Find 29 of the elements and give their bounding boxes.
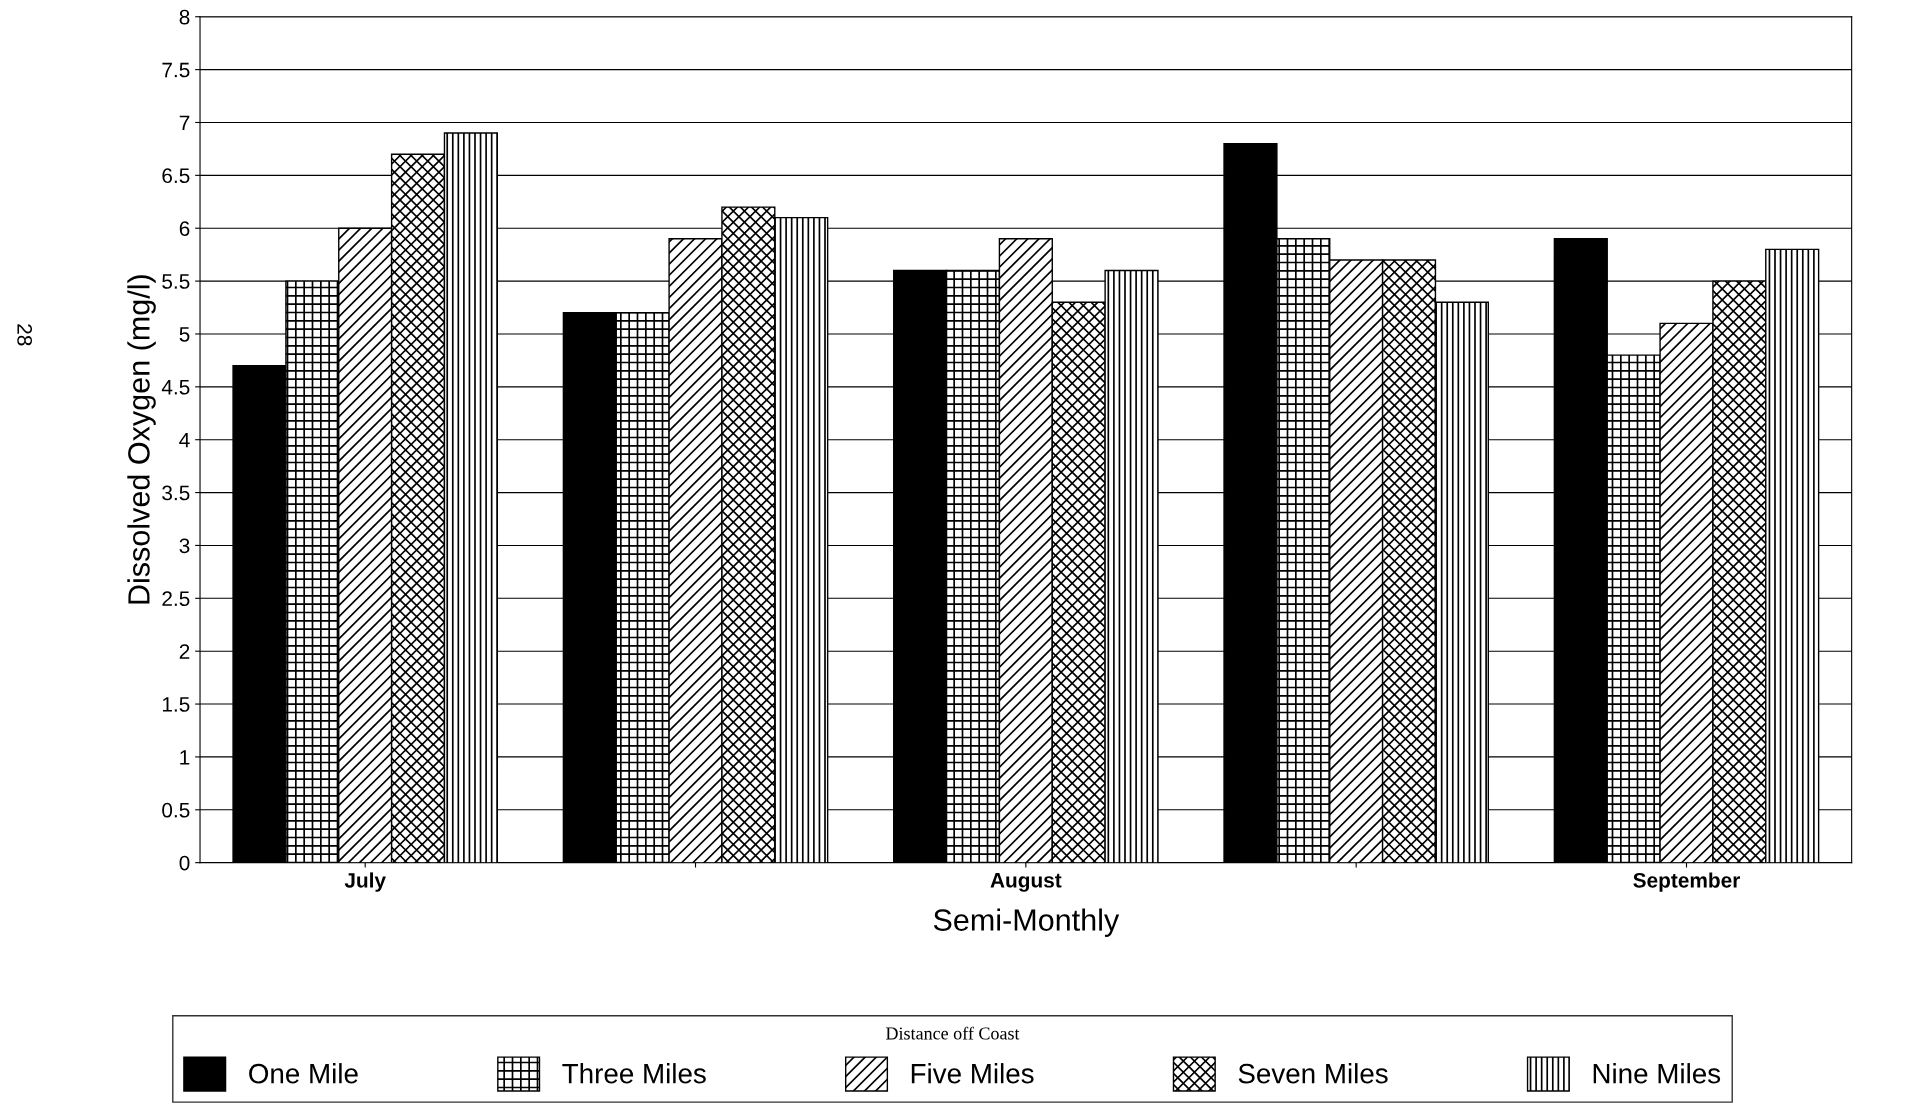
legend-label: Nine Miles bbox=[1593, 1063, 1721, 1084]
y-tick-label: 8 bbox=[179, 9, 190, 25]
x-tick-label: August bbox=[990, 873, 1062, 892]
y-tick-label: 3.5 bbox=[162, 485, 190, 501]
legend-label: Five Miles bbox=[911, 1063, 1034, 1084]
y-tick-label: 4.5 bbox=[161, 380, 190, 395]
y-tick-label: 7.5 bbox=[162, 62, 190, 78]
y-tick-label: 5.5 bbox=[162, 274, 190, 289]
y-tick-label: 2.5 bbox=[162, 591, 190, 607]
y-tick-label: 0 bbox=[179, 855, 190, 871]
legend-label: Seven Miles bbox=[1238, 1063, 1388, 1084]
x-tick-label: September bbox=[1633, 872, 1741, 892]
legend-label: One Mile bbox=[249, 1063, 358, 1084]
x-tick-label: July bbox=[344, 872, 386, 892]
y-tick-label: 1 bbox=[180, 750, 190, 765]
text: 28 bbox=[17, 324, 33, 346]
x-axis-title: Semi-Monthly bbox=[933, 908, 1120, 937]
y-tick-label: 4 bbox=[179, 432, 190, 448]
y-tick-label: 0.5 bbox=[162, 802, 190, 818]
legend-title: Distance off Coast bbox=[885, 1026, 1020, 1040]
y-tick-label: 5 bbox=[179, 327, 190, 342]
y-tick-label: 2 bbox=[179, 644, 190, 659]
y-tick-label: 6 bbox=[179, 221, 190, 236]
y-tick-label: 1.5 bbox=[162, 697, 190, 712]
y-tick-label: 7 bbox=[179, 115, 190, 131]
y-axis-title: Dissolved Oxygen (mg/l) bbox=[127, 275, 156, 604]
y-tick-label: 6.5 bbox=[162, 168, 190, 184]
legend-label: Three Miles bbox=[562, 1063, 706, 1084]
y-tick-label: 3 bbox=[179, 538, 190, 554]
